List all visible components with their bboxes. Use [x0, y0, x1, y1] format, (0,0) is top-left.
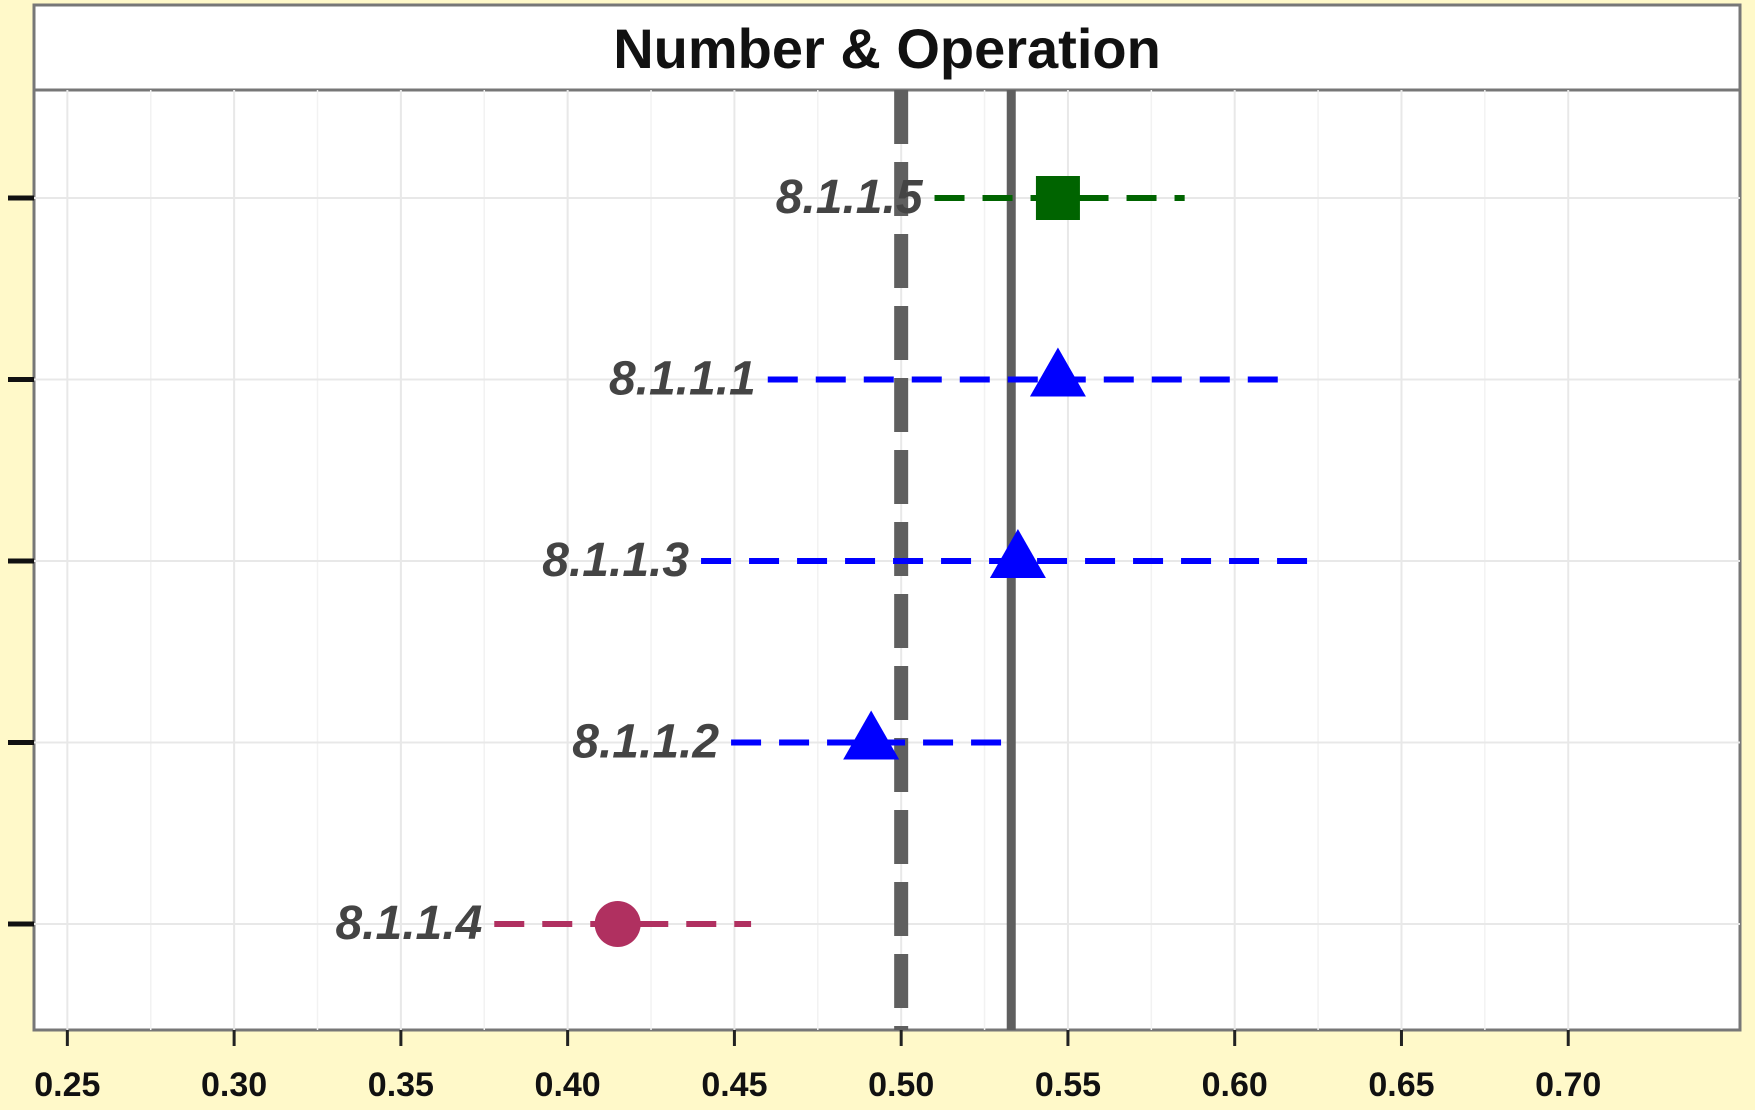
- point-label: 8.1.1.1: [609, 353, 756, 406]
- y-axis-ticks: [8, 195, 34, 927]
- x-axis-tick-label: 0.40: [535, 1066, 601, 1104]
- estimate-circle-marker: [594, 901, 641, 947]
- point-label: 8.1.1.3: [542, 534, 689, 587]
- x-axis-tick-label: 0.25: [34, 1066, 100, 1104]
- x-axis-tick-label: 0.35: [368, 1066, 434, 1104]
- point-label: 8.1.1.5: [776, 171, 924, 224]
- estimate-triangle-marker: [843, 710, 900, 760]
- marker-layer: [594, 176, 1086, 947]
- estimate-triangle-marker: [989, 529, 1046, 578]
- x-axis-tick-label: 0.30: [201, 1066, 267, 1104]
- title-strip: [32, 3, 1742, 92]
- point-label: 8.1.1.4: [335, 897, 482, 950]
- x-axis-tick-label: 0.70: [1535, 1066, 1601, 1104]
- estimate-square-marker: [1035, 176, 1080, 220]
- point-label-layer: 8.1.1.5 8.1.1.1 8.1.1.3 8.1.1.2 8.1.1.4: [335, 171, 923, 950]
- x-axis-tick-label: 0.65: [1368, 1066, 1434, 1104]
- x-axis-tick-label: 0.50: [868, 1066, 934, 1104]
- x-axis: 0.25 0.30 0.35 0.40 0.45 0.50 0.55 0.60 0.65 0.70: [34, 1030, 1601, 1104]
- x-axis-tick-label: 0.60: [1202, 1066, 1268, 1104]
- x-axis-tick-label: 0.55: [1035, 1066, 1101, 1104]
- x-axis-tick-label: 0.45: [701, 1066, 767, 1104]
- point-label: 8.1.1.2: [572, 716, 719, 769]
- estimate-triangle-marker: [1029, 347, 1086, 397]
- chart-title: Number & Operation: [613, 17, 1161, 80]
